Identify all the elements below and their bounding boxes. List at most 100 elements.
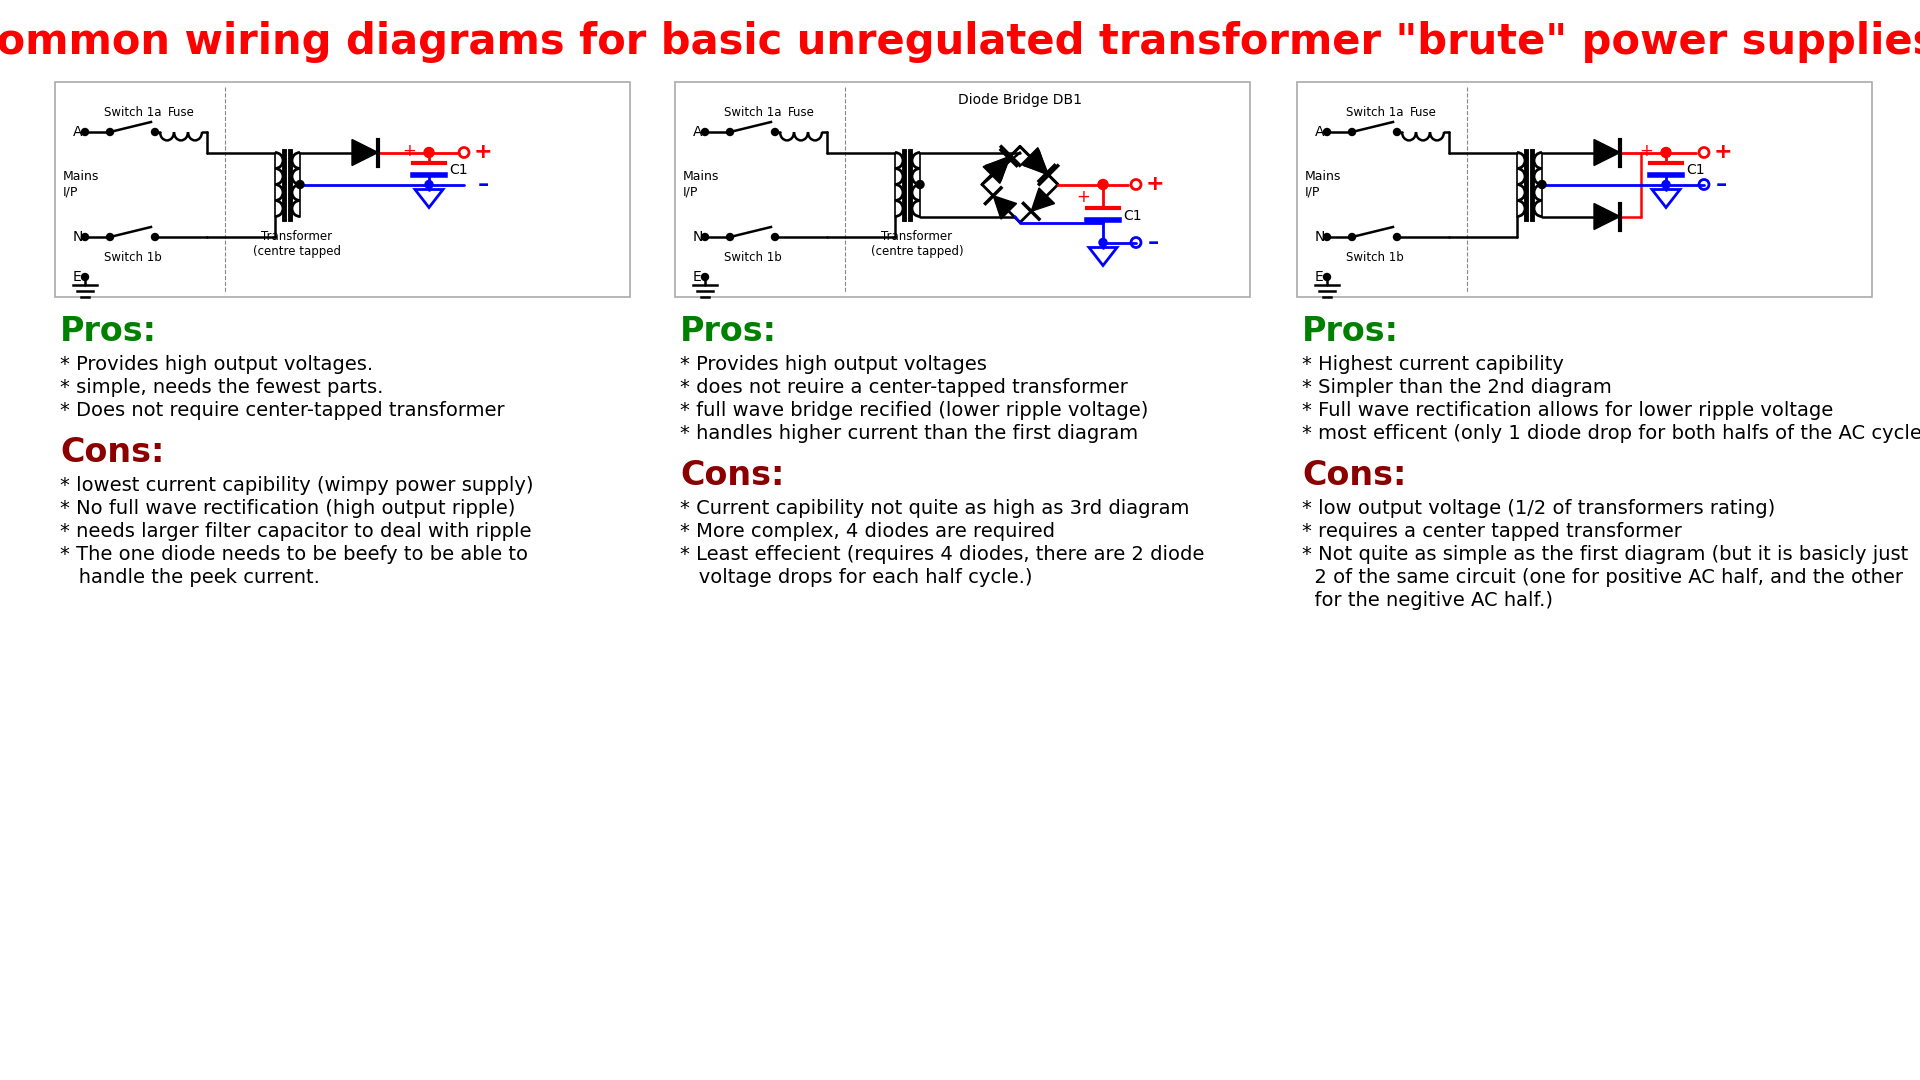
Circle shape <box>1661 148 1670 158</box>
Text: C1: C1 <box>1686 163 1705 177</box>
Circle shape <box>726 129 733 135</box>
Text: Fuse: Fuse <box>1409 106 1436 119</box>
Circle shape <box>772 129 778 135</box>
Text: +: + <box>474 143 493 162</box>
Text: * Does not require center-tapped transformer: * Does not require center-tapped transfo… <box>60 401 505 420</box>
Text: * simple, needs the fewest parts.: * simple, needs the fewest parts. <box>60 378 384 397</box>
Text: –: – <box>1148 232 1160 253</box>
Polygon shape <box>1031 188 1054 212</box>
Text: * The one diode needs to be beefy to be able to: * The one diode needs to be beefy to be … <box>60 545 528 564</box>
Circle shape <box>1098 179 1108 189</box>
Circle shape <box>1323 273 1331 281</box>
Circle shape <box>1663 180 1670 189</box>
Text: Cons:: Cons: <box>60 436 165 469</box>
Text: +: + <box>1146 175 1165 194</box>
Circle shape <box>701 273 708 281</box>
Polygon shape <box>985 158 1008 181</box>
Text: A: A <box>1315 125 1325 139</box>
Text: –: – <box>1716 175 1728 194</box>
Text: handle the peek current.: handle the peek current. <box>60 568 321 588</box>
Text: 2 of the same circuit (one for positive AC half, and the other: 2 of the same circuit (one for positive … <box>1302 568 1903 588</box>
Text: * does not reuire a center-tapped transformer: * does not reuire a center-tapped transf… <box>680 378 1127 397</box>
Text: * Not quite as simple as the first diagram (but it is basicly just: * Not quite as simple as the first diagr… <box>1302 545 1908 564</box>
Text: Pros:: Pros: <box>60 315 157 348</box>
Text: +: + <box>1640 143 1653 161</box>
Circle shape <box>1323 233 1331 241</box>
Circle shape <box>81 273 88 281</box>
Circle shape <box>726 233 733 241</box>
Text: * low output voltage (1/2 of transformers rating): * low output voltage (1/2 of transformer… <box>1302 499 1776 518</box>
Circle shape <box>296 180 303 189</box>
Text: * Least effecient (requires 4 diodes, there are 2 diode: * Least effecient (requires 4 diodes, th… <box>680 545 1204 564</box>
Circle shape <box>772 233 778 241</box>
Text: Transformer
(centre tapped): Transformer (centre tapped) <box>870 230 964 258</box>
Circle shape <box>1394 233 1400 241</box>
Text: Cons:: Cons: <box>680 459 785 492</box>
Text: * No full wave rectification (high output ripple): * No full wave rectification (high outpu… <box>60 499 515 518</box>
Circle shape <box>81 233 88 241</box>
Text: C1: C1 <box>1123 208 1142 222</box>
Polygon shape <box>1594 203 1620 230</box>
Circle shape <box>701 129 708 135</box>
Text: voltage drops for each half cycle.): voltage drops for each half cycle.) <box>680 568 1033 588</box>
Text: for the negitive AC half.): for the negitive AC half.) <box>1302 591 1553 610</box>
Text: Diode Bridge DB1: Diode Bridge DB1 <box>958 93 1083 107</box>
Text: Mains
I/P: Mains I/P <box>1306 171 1342 199</box>
Text: * handles higher current than the first diagram: * handles higher current than the first … <box>680 424 1139 443</box>
Text: Mains
I/P: Mains I/P <box>684 171 720 199</box>
Text: * full wave bridge recified (lower ripple voltage): * full wave bridge recified (lower rippl… <box>680 401 1148 420</box>
Circle shape <box>1394 129 1400 135</box>
Text: E: E <box>693 270 701 284</box>
Text: * Full wave rectification allows for lower ripple voltage: * Full wave rectification allows for low… <box>1302 401 1834 420</box>
Circle shape <box>106 129 113 135</box>
Text: +: + <box>1715 143 1732 162</box>
Text: A: A <box>73 125 83 139</box>
Polygon shape <box>1023 150 1046 173</box>
Text: +: + <box>401 143 417 161</box>
Circle shape <box>1348 233 1356 241</box>
Circle shape <box>424 180 434 189</box>
Text: Switch 1b: Switch 1b <box>104 251 161 264</box>
Circle shape <box>152 233 159 241</box>
Circle shape <box>1538 180 1546 189</box>
Text: * Provides high output voltages: * Provides high output voltages <box>680 355 987 374</box>
Text: Switch 1b: Switch 1b <box>724 251 781 264</box>
Text: * Provides high output voltages.: * Provides high output voltages. <box>60 355 372 374</box>
Text: * More complex, 4 diodes are required: * More complex, 4 diodes are required <box>680 522 1054 541</box>
Bar <box>676 82 1250 297</box>
Text: * needs larger filter capacitor to deal with ripple: * needs larger filter capacitor to deal … <box>60 522 532 541</box>
Circle shape <box>106 233 113 241</box>
Circle shape <box>1323 129 1331 135</box>
Text: Switch 1b: Switch 1b <box>1346 251 1404 264</box>
Text: N: N <box>693 230 703 244</box>
Text: Pros:: Pros: <box>1302 315 1400 348</box>
Circle shape <box>424 148 434 158</box>
Text: * lowest current capibility (wimpy power supply): * lowest current capibility (wimpy power… <box>60 476 534 495</box>
Text: Switch 1a: Switch 1a <box>1346 106 1404 119</box>
Text: Mains
I/P: Mains I/P <box>63 171 100 199</box>
Text: Transformer
(centre tapped: Transformer (centre tapped <box>253 230 342 258</box>
Text: Cons:: Cons: <box>1302 459 1405 492</box>
Circle shape <box>916 180 924 189</box>
Text: Pros:: Pros: <box>680 315 778 348</box>
Circle shape <box>1348 129 1356 135</box>
Text: Common wiring diagrams for basic unregulated transformer "brute" power supplies:: Common wiring diagrams for basic unregul… <box>0 21 1920 63</box>
Polygon shape <box>351 139 378 165</box>
Text: +: + <box>1075 188 1091 205</box>
Circle shape <box>152 129 159 135</box>
Text: Fuse: Fuse <box>167 106 194 119</box>
Text: * most efficent (only 1 diode drop for both halfs of the AC cycle): * most efficent (only 1 diode drop for b… <box>1302 424 1920 443</box>
Text: Switch 1a: Switch 1a <box>724 106 781 119</box>
Circle shape <box>701 233 708 241</box>
Polygon shape <box>1594 139 1620 165</box>
Bar <box>1298 82 1872 297</box>
Text: Switch 1a: Switch 1a <box>104 106 161 119</box>
Circle shape <box>81 129 88 135</box>
Text: C1: C1 <box>449 163 468 177</box>
Text: E: E <box>73 270 83 284</box>
Text: * Simpler than the 2nd diagram: * Simpler than the 2nd diagram <box>1302 378 1611 397</box>
Polygon shape <box>1021 148 1048 175</box>
Text: * Current capibility not quite as high as 3rd diagram: * Current capibility not quite as high a… <box>680 499 1188 518</box>
Polygon shape <box>983 156 1010 184</box>
Text: N: N <box>73 230 83 244</box>
